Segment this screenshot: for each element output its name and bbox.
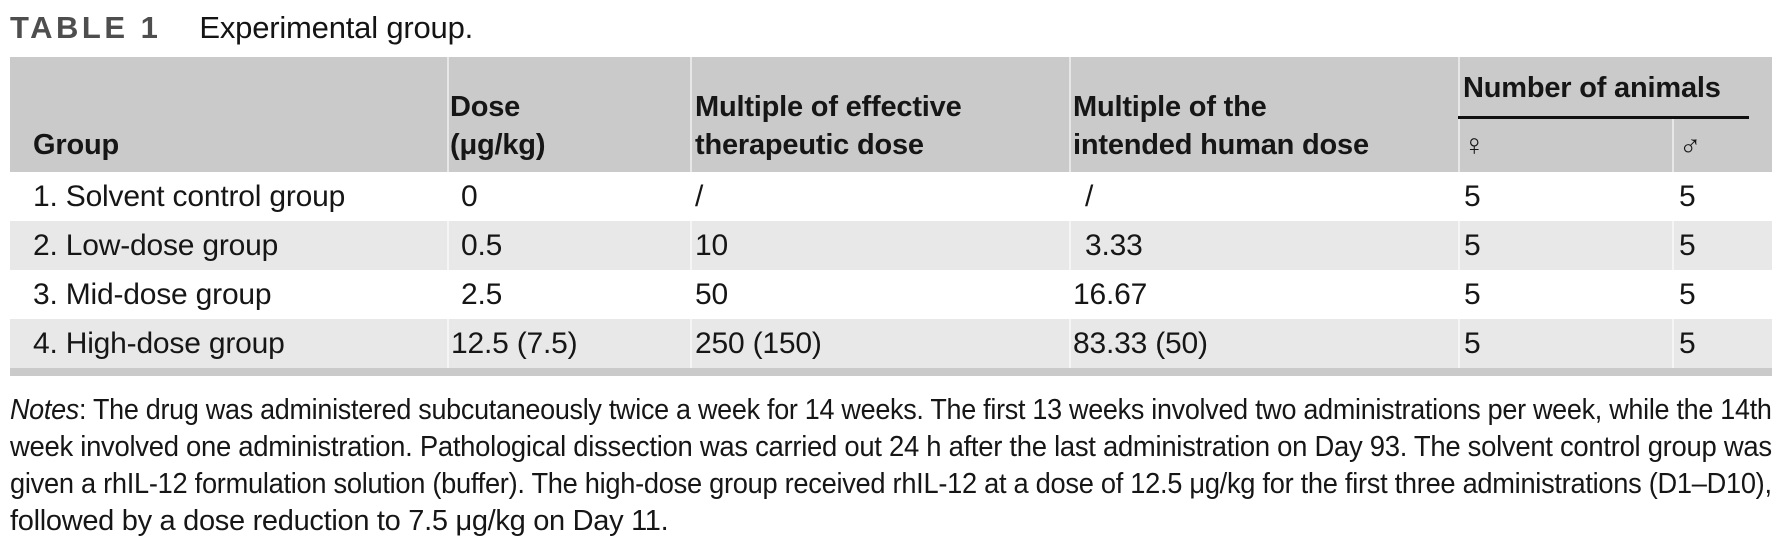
col-header-multiple-effective-line1: Multiple of effective bbox=[695, 91, 962, 123]
number-of-animals-label: Number of animals bbox=[1463, 72, 1721, 104]
col-header-group: Group bbox=[10, 57, 447, 172]
cell-multiple-effective: 10 bbox=[690, 221, 1069, 270]
col-group-number-of-animals: Number of animals ♀ ♂ bbox=[1458, 57, 1770, 172]
cell-multiple-human: / bbox=[1069, 172, 1458, 221]
col-header-multiple-effective: Multiple of effective therapeutic dose bbox=[690, 57, 1069, 172]
sex-subheader-row: ♀ ♂ bbox=[1458, 119, 1770, 172]
cell-multiple-effective: 50 bbox=[690, 270, 1069, 319]
cell-group: 2. Low-dose group bbox=[33, 229, 279, 262]
table-title: TABLE 1 Experimental group. bbox=[10, 6, 1772, 48]
cell-multiple-human: 16.67 bbox=[1069, 270, 1458, 319]
notes-line: week involved one administration. Pathol… bbox=[10, 431, 1772, 463]
notes-text: : The drug was administered subcutaneous… bbox=[79, 394, 1772, 426]
col-header-dose: Dose (μg/kg) bbox=[447, 57, 690, 172]
cell-female-count: 5 bbox=[1458, 319, 1672, 368]
col-header-female-icon: ♀ bbox=[1463, 128, 1486, 162]
col-header-multiple-human-line1: Multiple of the bbox=[1073, 91, 1267, 123]
col-header-group-label: Group bbox=[33, 129, 119, 161]
cell-dose: 0.5 bbox=[447, 221, 690, 270]
cell-female-count: 5 bbox=[1458, 172, 1672, 221]
table-bottom-border bbox=[10, 368, 1772, 376]
cell-group: 1. Solvent control group bbox=[33, 180, 346, 213]
notes-line: given a rhIL-12 formulation solution (bu… bbox=[10, 468, 1772, 500]
cell-group: 4. High-dose group bbox=[33, 327, 285, 360]
col-header-dose-line2: (μg/kg) bbox=[450, 129, 546, 161]
number-of-animals-underline bbox=[1458, 116, 1749, 119]
cell-multiple-human: 3.33 bbox=[1069, 221, 1458, 270]
cell-group: 3. Mid-dose group bbox=[33, 278, 272, 311]
table-header: Group Dose (μg/kg) Multiple of effective… bbox=[10, 57, 1772, 172]
cell-dose: 0 bbox=[447, 172, 690, 221]
table-row-high-dose: 4. High-dose group 12.5 (7.5) 250 (150) … bbox=[10, 319, 1772, 368]
cell-male-count: 5 bbox=[1672, 172, 1770, 221]
table-caption: Experimental group. bbox=[199, 10, 474, 45]
table-row-solvent-control: 1. Solvent control group 0 / / 5 5 bbox=[10, 172, 1772, 221]
notes-line: Notes: The drug was administered subcuta… bbox=[10, 392, 1772, 429]
cell-dose: 12.5 (7.5) bbox=[447, 319, 690, 368]
cell-male-count: 5 bbox=[1672, 221, 1770, 270]
table-number-label: TABLE 1 bbox=[10, 10, 162, 45]
table-notes: Notes: The drug was administered subcuta… bbox=[10, 392, 1772, 540]
col-header-multiple-human-line2: intended human dose bbox=[1073, 129, 1369, 161]
notes-label: Notes bbox=[10, 394, 80, 426]
col-header-dose-line1: Dose bbox=[450, 91, 521, 123]
cell-female-count: 5 bbox=[1458, 270, 1672, 319]
experimental-group-table: Group Dose (μg/kg) Multiple of effective… bbox=[10, 57, 1772, 376]
col-header-multiple-human: Multiple of the intended human dose bbox=[1069, 57, 1458, 172]
table-row-mid-dose: 3. Mid-dose group 2.5 50 16.67 5 5 bbox=[10, 270, 1772, 319]
notes-line: followed by a dose reduction to 7.5 μg/k… bbox=[10, 505, 669, 537]
cell-dose: 2.5 bbox=[447, 270, 690, 319]
cell-male-count: 5 bbox=[1672, 270, 1770, 319]
cell-female-count: 5 bbox=[1458, 221, 1672, 270]
table-row-low-dose: 2. Low-dose group 0.5 10 3.33 5 5 bbox=[10, 221, 1772, 270]
cell-multiple-human: 83.33 (50) bbox=[1069, 319, 1458, 368]
cell-male-count: 5 bbox=[1672, 319, 1770, 368]
col-header-male-icon: ♂ bbox=[1672, 119, 1770, 172]
col-header-multiple-effective-line2: therapeutic dose bbox=[695, 129, 924, 161]
cell-multiple-effective: 250 (150) bbox=[690, 319, 1069, 368]
cell-multiple-effective: / bbox=[690, 172, 1069, 221]
